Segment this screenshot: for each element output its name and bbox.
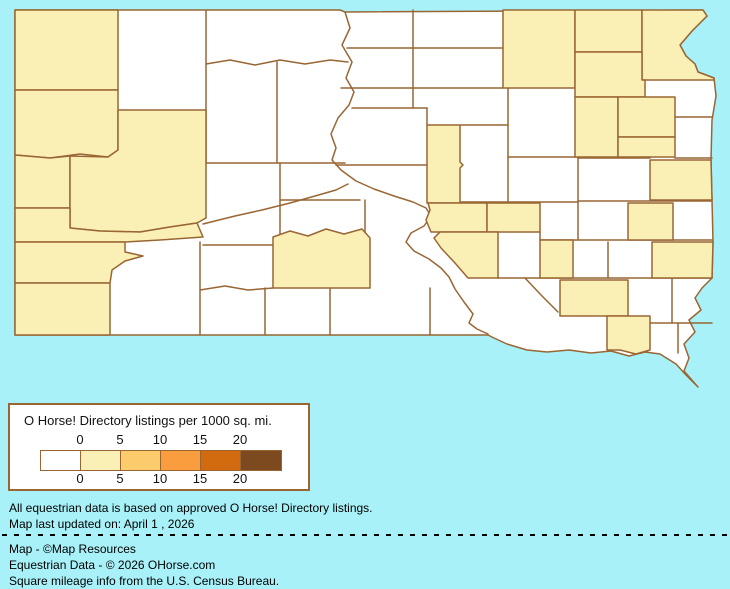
legend-tick-label: 10 — [152, 432, 168, 447]
legend-swatch — [81, 451, 121, 470]
county-yankton — [606, 315, 651, 355]
footer-census-credit: Square mileage info from the U.S. Census… — [9, 574, 280, 588]
county-mellette — [272, 228, 371, 289]
legend-tick-label: 5 — [116, 471, 124, 486]
legend-swatch — [201, 451, 241, 470]
legend-color-ramp — [40, 450, 282, 471]
river-line — [202, 183, 349, 225]
county-marshall — [574, 9, 643, 53]
legend-tick-label: 20 — [232, 432, 248, 447]
footer-map-credit: Map - ©Map Resources — [9, 542, 136, 556]
county-border-line — [205, 59, 349, 66]
legend-tick-label: 0 — [76, 432, 84, 447]
county-brule — [433, 231, 499, 279]
county-jerauld — [486, 202, 541, 233]
county-day — [574, 51, 646, 98]
river-line — [330, 11, 489, 335]
footer-updated-note: Map last updated on: April 1 , 2026 — [9, 517, 195, 531]
legend-swatch — [161, 451, 201, 470]
county-clark — [574, 96, 619, 158]
county-brookings — [649, 159, 713, 201]
legend-tick-label: 15 — [192, 432, 208, 447]
county-davison — [539, 239, 574, 279]
county-brown — [502, 9, 576, 89]
county-border-line — [524, 277, 559, 313]
county-minnehaha — [651, 241, 714, 279]
legend-tick-label: 10 — [152, 471, 168, 486]
legend-box: O Horse! Directory listings per 1000 sq.… — [8, 403, 310, 491]
county-butte — [14, 89, 119, 159]
legend-swatch — [121, 451, 161, 470]
footer-data-credit: Equestrian Data - © 2026 OHorse.com — [9, 558, 216, 572]
county-border-line — [199, 285, 274, 291]
county-hamlin — [617, 136, 676, 158]
legend-tick-label: 15 — [192, 471, 208, 486]
legend-tick-label: 20 — [232, 471, 248, 486]
county-fall-river — [14, 282, 111, 336]
county-roberts — [641, 9, 715, 81]
county-hutchinson — [559, 279, 629, 317]
county-lawrence — [14, 154, 71, 209]
legend-ticks-top: 0 5 10 15 20 — [10, 432, 308, 448]
county-hyde — [426, 124, 464, 204]
legend-swatch — [241, 451, 281, 470]
legend-ticks-bottom: 0 5 10 15 20 — [10, 471, 308, 487]
county-lake — [627, 202, 674, 241]
county-buffalo — [425, 202, 488, 233]
dashed-divider — [2, 534, 728, 536]
legend-tick-label: 5 — [116, 432, 124, 447]
legend-title: O Horse! Directory listings per 1000 sq.… — [24, 413, 272, 428]
legend-tick-label: 0 — [76, 471, 84, 486]
legend-swatch — [41, 451, 81, 470]
county-harding — [14, 9, 119, 91]
footer-data-note: All equestrian data is based on approved… — [9, 501, 373, 515]
county-codington — [617, 96, 676, 138]
